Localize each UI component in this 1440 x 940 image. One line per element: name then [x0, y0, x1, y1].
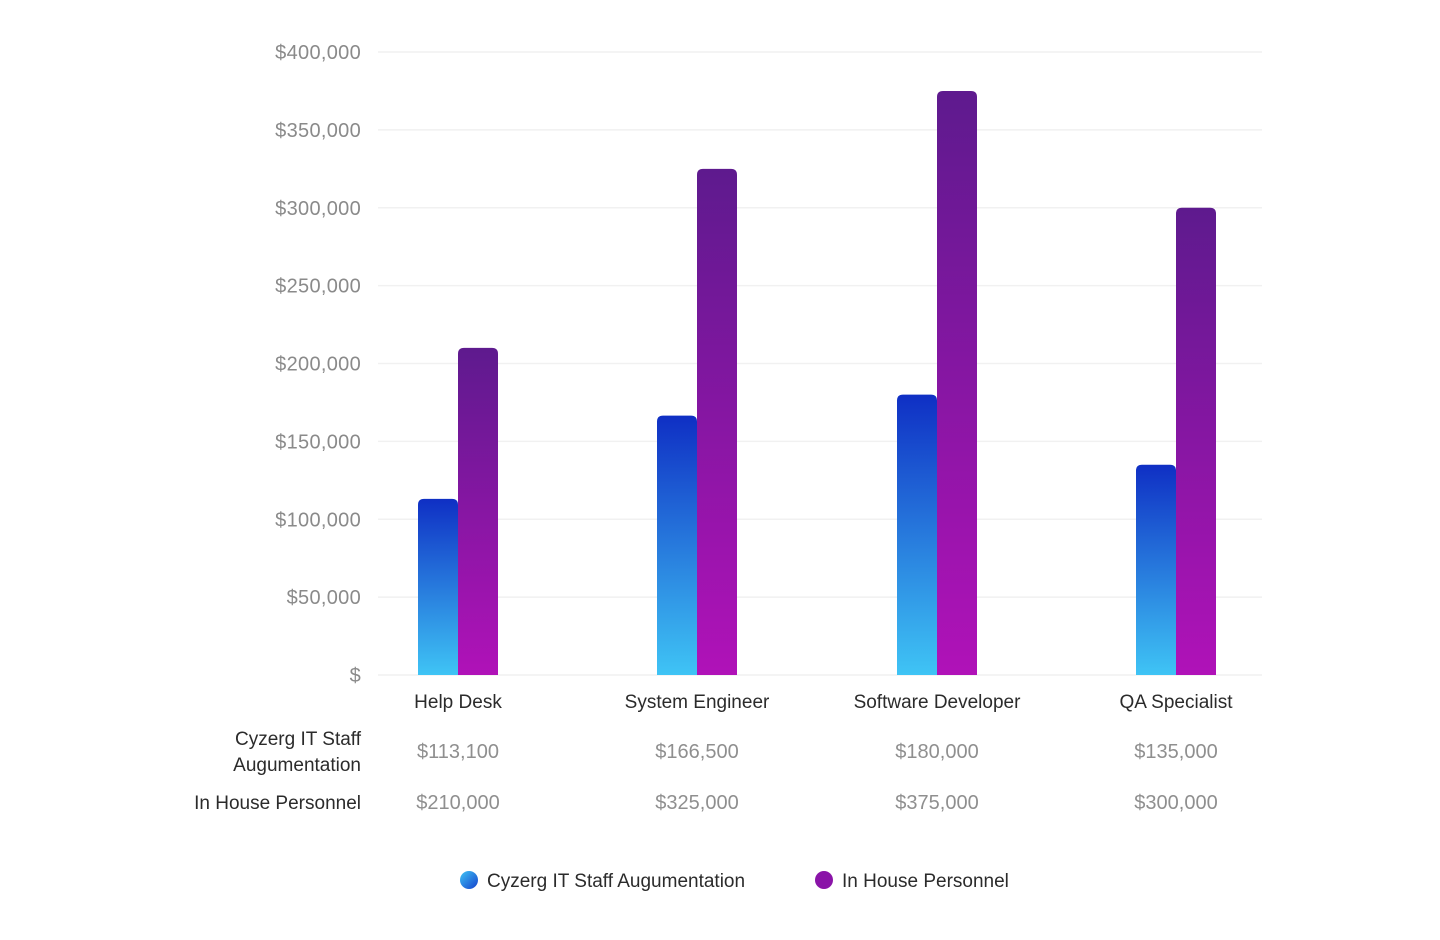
y-tick-label: $150,000 [275, 431, 361, 453]
table-cell: $180,000 [895, 741, 978, 763]
bar-cyzerg-software-developer [897, 394, 937, 675]
y-tick-label: $300,000 [275, 198, 361, 220]
bar-in-house-qa-specialist [1176, 207, 1216, 675]
bar-in-house-help-desk [458, 347, 498, 675]
bars [418, 90, 1216, 675]
table-cell: $325,000 [655, 792, 738, 814]
table-row-label: In House Personnel [194, 793, 361, 814]
gridlines [378, 51, 1262, 676]
x-category-label: Help Desk [414, 692, 502, 713]
y-tick-label: $100,000 [275, 509, 361, 531]
y-tick-label: $400,000 [275, 42, 361, 64]
legend-label-cyzerg: Cyzerg IT Staff Augumentation [487, 871, 745, 892]
table-cell: $166,500 [655, 741, 738, 763]
x-category-label: System Engineer [625, 692, 770, 713]
legend-marker-cyzerg [460, 871, 478, 889]
legend: Cyzerg IT Staff Augumentation In House Pe… [460, 871, 1009, 892]
table-cell: $210,000 [416, 792, 499, 814]
bar-in-house-software-developer [937, 90, 977, 675]
y-axis-ticks: $ $50,000 $100,000 $150,000 $200,000 $250,000… [275, 42, 361, 687]
y-tick-label: $ [350, 665, 361, 687]
table-row-label: Cyzerg IT Staff [235, 729, 362, 750]
y-tick-label: $350,000 [275, 120, 361, 142]
bar-cyzerg-qa-specialist [1136, 464, 1176, 675]
table-cell: $375,000 [895, 792, 978, 814]
table-row-label: Augumentation [233, 755, 361, 776]
x-axis-categories: Help Desk System Engineer Software Develop… [414, 692, 1233, 713]
table-cell: $113,100 [417, 741, 499, 763]
table-cell: $135,000 [1134, 741, 1217, 763]
y-tick-label: $250,000 [275, 276, 361, 298]
x-category-label: Software Developer [854, 692, 1022, 713]
bar-cyzerg-system-engineer [657, 415, 697, 675]
legend-marker-in-house [815, 871, 833, 889]
y-tick-label: $50,000 [287, 587, 361, 609]
legend-label-in-house: In House Personnel [842, 871, 1009, 892]
table-cell: $300,000 [1134, 792, 1217, 814]
bar-in-house-system-engineer [697, 168, 737, 675]
y-tick-label: $200,000 [275, 354, 361, 376]
data-table: Cyzerg IT Staff Augumentation $113,100 $166… [194, 729, 1218, 814]
x-category-label: QA Specialist [1120, 692, 1234, 713]
bar-cyzerg-help-desk [418, 498, 458, 675]
